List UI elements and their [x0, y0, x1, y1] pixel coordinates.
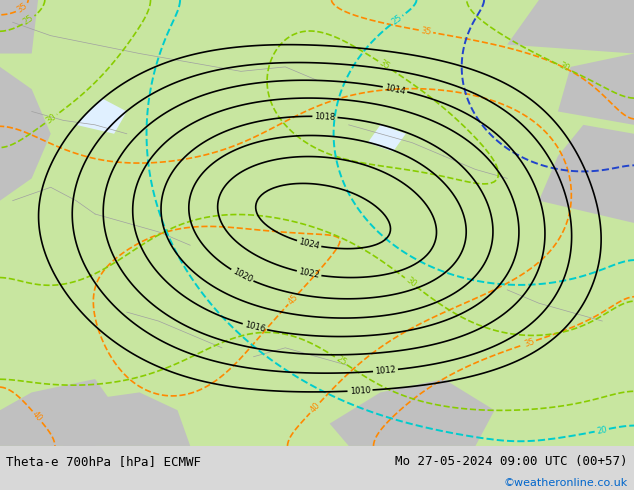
Polygon shape: [63, 392, 190, 446]
Text: 25: 25: [334, 354, 348, 368]
Polygon shape: [507, 0, 634, 53]
Text: 40: 40: [30, 410, 44, 424]
Text: 30: 30: [404, 275, 418, 289]
Text: ©weatheronline.co.uk: ©weatheronline.co.uk: [503, 478, 628, 489]
Polygon shape: [0, 0, 634, 446]
Polygon shape: [0, 0, 38, 53]
Text: 1020: 1020: [231, 267, 254, 285]
Polygon shape: [76, 98, 127, 134]
Text: 1016: 1016: [243, 320, 266, 334]
Text: 1012: 1012: [375, 365, 396, 376]
Text: 35: 35: [377, 58, 391, 72]
Text: 1024: 1024: [298, 237, 320, 251]
Text: 20: 20: [596, 425, 608, 436]
Text: 30: 30: [557, 61, 571, 74]
Text: 25: 25: [390, 13, 404, 27]
Text: Mo 27-05-2024 09:00 UTC (00+57): Mo 27-05-2024 09:00 UTC (00+57): [395, 455, 628, 468]
Text: 35: 35: [15, 1, 29, 15]
Polygon shape: [539, 125, 634, 223]
Text: 25: 25: [22, 14, 36, 27]
Polygon shape: [558, 53, 634, 125]
Text: 1010: 1010: [349, 386, 371, 396]
Text: 30: 30: [44, 112, 58, 125]
Text: 45: 45: [286, 292, 300, 306]
Text: Theta-e 700hPa [hPa] ECMWF: Theta-e 700hPa [hPa] ECMWF: [6, 455, 202, 468]
Text: 1018: 1018: [314, 112, 336, 122]
Text: 35: 35: [522, 337, 536, 349]
Text: 1014: 1014: [384, 83, 406, 96]
Polygon shape: [330, 379, 495, 446]
Text: 40: 40: [308, 401, 322, 415]
Text: 1022: 1022: [298, 267, 320, 280]
Polygon shape: [0, 379, 127, 446]
Polygon shape: [0, 67, 51, 201]
Polygon shape: [368, 125, 406, 151]
Text: 35: 35: [420, 26, 432, 37]
